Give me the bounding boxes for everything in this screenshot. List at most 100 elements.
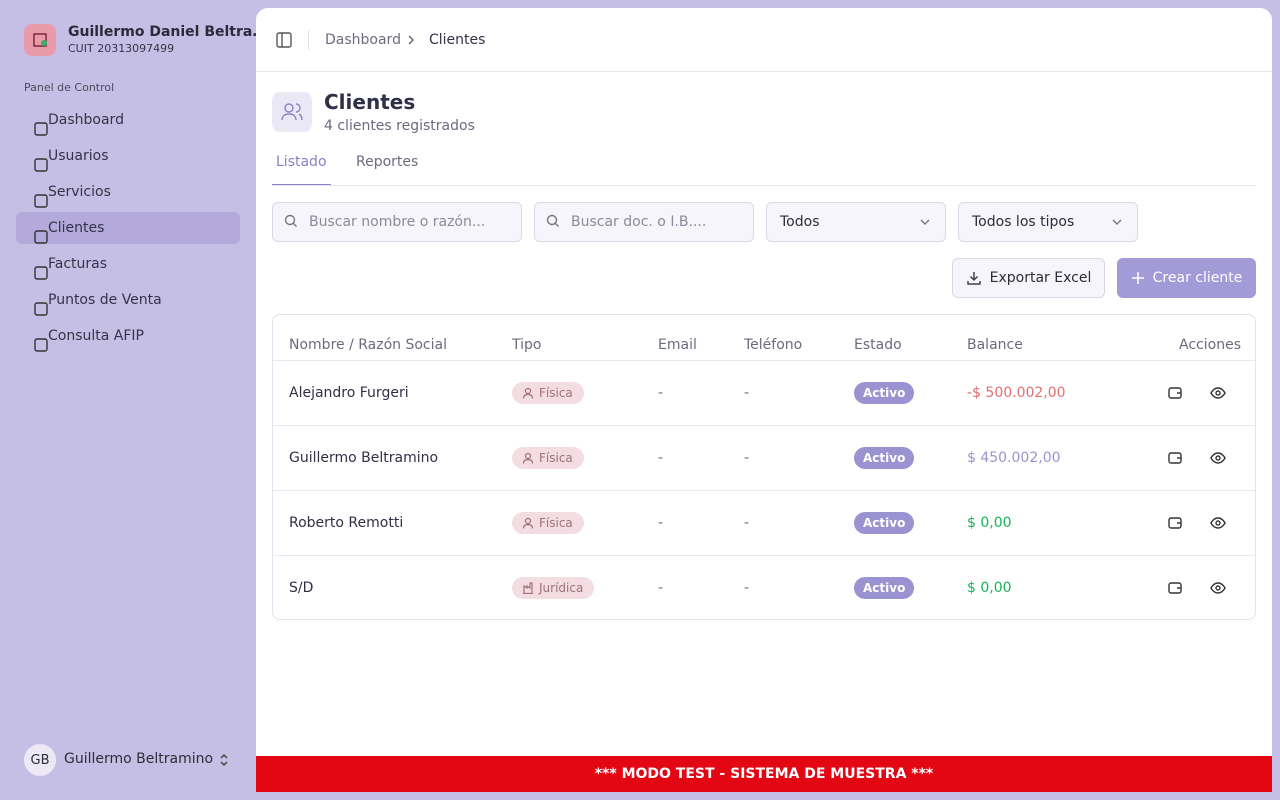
clients-table: Nombre / Razón Social Tipo Email Teléfono Es… [272, 314, 1256, 620]
sidebar-toggle[interactable] [276, 32, 292, 48]
estado-select[interactable]: Todos [766, 202, 946, 242]
client-name: Roberto Remotti [289, 515, 404, 531]
view-action[interactable] [1210, 385, 1226, 405]
column-header: Email [658, 337, 697, 353]
tabs-border [272, 185, 1256, 186]
type-icon [522, 582, 534, 594]
org-id: CUIT 20313097499 [68, 42, 175, 55]
breadcrumb-link[interactable]: Dashboard [325, 32, 401, 48]
nav-item[interactable]: Clientes [16, 212, 240, 244]
balance: -$ 500.002,00 [967, 385, 1066, 401]
client-name: S/D [289, 580, 314, 596]
org-logo [24, 24, 56, 56]
wallet-action[interactable] [1167, 515, 1183, 535]
tipo-select[interactable]: Todos los tipos [958, 202, 1138, 242]
nav-label: Dashboard [48, 112, 124, 128]
type-badge: Jurídica [512, 577, 595, 599]
table-row: Guillermo Beltramino Física - - Activo $ 450.… [273, 425, 1255, 490]
nav-item[interactable]: Usuarios [16, 140, 240, 172]
table-row: Alejandro Furgeri Física - - Activo -$ 500.00… [273, 360, 1255, 425]
nav-label: Usuarios [48, 148, 109, 164]
type-icon [522, 452, 534, 464]
search-doc[interactable]: Buscar doc. o I.B.... [534, 202, 754, 242]
column-header: Nombre / Razón Social [289, 337, 447, 353]
type-badge: Física [512, 382, 584, 404]
org-name: Guillermo Daniel Beltra… [68, 24, 267, 40]
balance: $ 0,00 [967, 515, 1012, 531]
status-badge: Activo [854, 382, 915, 404]
nav-label: Clientes [48, 220, 105, 236]
select-value: Todos los tipos [972, 214, 1075, 230]
tab[interactable]: Listado [272, 154, 331, 186]
page-icon [272, 92, 312, 132]
nav-item[interactable]: Dashboard [16, 104, 240, 136]
search-icon [284, 214, 297, 227]
avatar: GB [24, 744, 56, 776]
column-header: Acciones [1179, 337, 1241, 353]
phone: - [744, 515, 750, 531]
nav-label: Servicios [48, 184, 111, 200]
column-header: Teléfono [744, 337, 803, 353]
nav-item[interactable]: Consulta AFIP [16, 320, 240, 352]
type-icon [522, 517, 534, 529]
type-label: Física [539, 516, 573, 530]
page-title: Clientes [324, 90, 416, 114]
main: Dashboard Clientes Clientes 4 clientes r… [256, 8, 1272, 792]
email: - [658, 385, 664, 401]
email: - [658, 450, 664, 466]
type-badge: Física [512, 447, 584, 469]
nav-label: Consulta AFIP [48, 328, 144, 344]
balance: $ 450.002,00 [967, 450, 1061, 466]
type-label: Jurídica [539, 581, 584, 595]
button-label: Exportar Excel [989, 270, 1092, 286]
view-action[interactable] [1210, 515, 1226, 535]
user-name[interactable]: Guillermo Beltramino [64, 751, 214, 767]
wallet-action[interactable] [1167, 385, 1183, 405]
table-header: Nombre / Razón Social Tipo Email Teléfono Es… [273, 315, 1255, 360]
type-label: Física [539, 451, 573, 465]
status-badge: Activo [854, 577, 915, 599]
type-label: Física [539, 386, 573, 400]
tab[interactable]: Reportes [356, 154, 419, 170]
user-menu-icon[interactable] [218, 752, 230, 768]
phone: - [744, 385, 750, 401]
column-header: Balance [967, 337, 1023, 353]
search-icon [546, 214, 559, 227]
client-name: Alejandro Furgeri [289, 385, 409, 401]
table-row: S/D Jurídica - - Activo $ 0,00 [273, 555, 1255, 619]
section-label: Panel de Control [24, 81, 115, 94]
placeholder: Buscar doc. o I.B.... [571, 214, 707, 230]
column-header: Tipo [512, 337, 542, 353]
email: - [658, 580, 664, 596]
nav-label: Puntos de Venta [48, 292, 162, 308]
search-name[interactable]: Buscar nombre o razón... [272, 202, 522, 242]
nav-item[interactable]: Servicios [16, 176, 240, 208]
nav-label: Facturas [48, 256, 108, 272]
nav-item[interactable]: Facturas [16, 248, 240, 280]
nav-item[interactable]: Puntos de Venta [16, 284, 240, 316]
balance: $ 0,00 [967, 580, 1012, 596]
type-icon [522, 387, 534, 399]
phone: - [744, 580, 750, 596]
column-header: Estado [854, 337, 902, 353]
breadcrumb-sep [408, 35, 414, 45]
page-subtitle: 4 clientes registrados [324, 118, 475, 134]
create-button[interactable]: Crear cliente [1117, 258, 1256, 298]
wallet-action[interactable] [1167, 580, 1183, 600]
breadcrumb-current: Clientes [429, 32, 486, 48]
client-name: Guillermo Beltramino [289, 450, 439, 466]
divider [308, 30, 309, 50]
view-action[interactable] [1210, 450, 1226, 470]
placeholder: Buscar nombre o razón... [309, 214, 486, 230]
button-label: Crear cliente [1152, 270, 1243, 286]
view-action[interactable] [1210, 580, 1226, 600]
export-button[interactable]: Exportar Excel [952, 258, 1105, 298]
status-badge: Activo [854, 447, 915, 469]
status-badge: Activo [854, 512, 915, 534]
header-border [256, 71, 1272, 72]
select-value: Todos [780, 214, 820, 230]
type-badge: Física [512, 512, 584, 534]
wallet-action[interactable] [1167, 450, 1183, 470]
table-row: Roberto Remotti Física - - Activo $ 0,00 [273, 490, 1255, 555]
